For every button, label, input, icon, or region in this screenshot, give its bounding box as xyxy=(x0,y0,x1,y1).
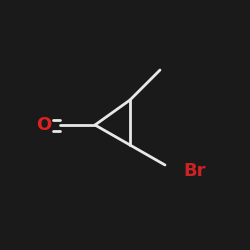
Text: Br: Br xyxy=(184,162,206,180)
Text: O: O xyxy=(36,116,52,134)
